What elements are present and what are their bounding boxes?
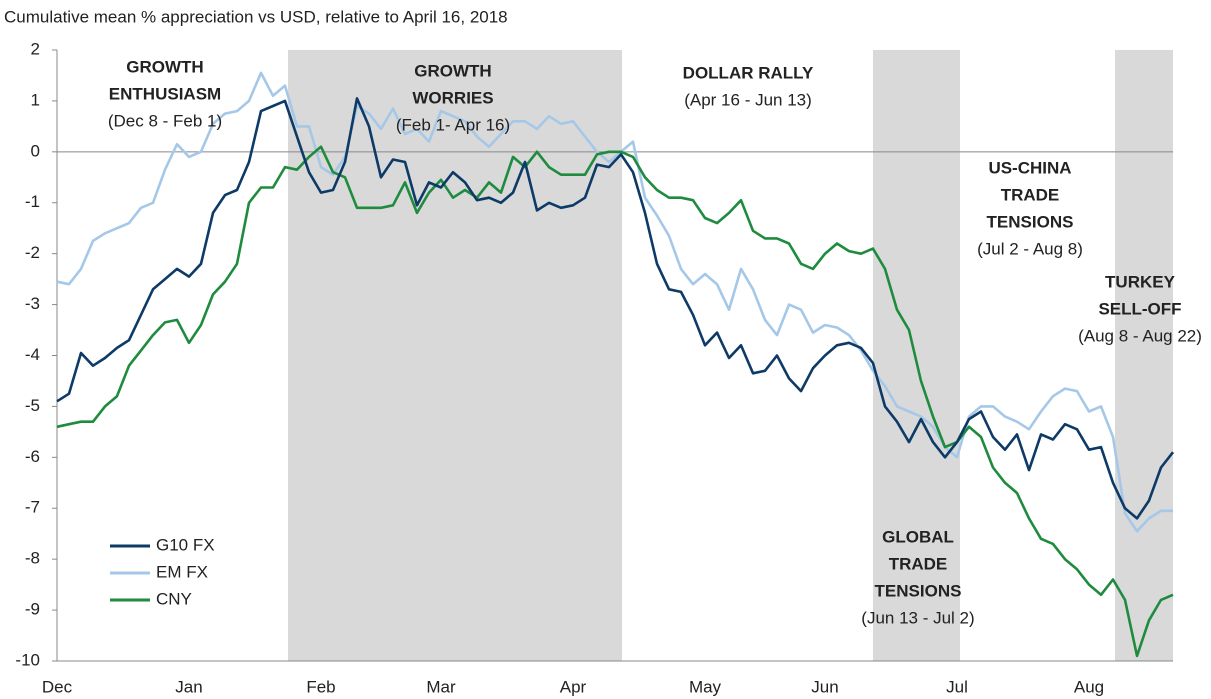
shaded-period [1115,50,1173,661]
x-tick-label: Dec [42,677,73,696]
x-tick-label: Aug [1074,677,1104,696]
x-tick-label: Mar [426,677,456,696]
annotation-heading: WORRIES [412,88,493,107]
y-tick-label: -6 [25,447,40,466]
y-tick-label: -7 [25,498,40,517]
y-tick-label: 1 [31,90,40,109]
legend-label: EM FX [156,562,208,581]
chart-title: Cumulative mean % appreciation vs USD, r… [4,7,508,26]
annotation-heading: TENSIONS [987,212,1074,231]
annotation-heading: TRADE [1001,185,1060,204]
annotation-heading: US-CHINA [988,158,1071,177]
annotation-heading: GLOBAL [882,527,954,546]
annotation-dates: (Jul 2 - Aug 8) [977,239,1083,258]
x-tick-label: Feb [306,677,335,696]
y-tick-label: -1 [25,192,40,211]
annotation-heading: TENSIONS [875,581,962,600]
y-tick-label: -8 [25,549,40,568]
y-tick-label: -9 [25,600,40,619]
annotation-heading: GROWTH [414,61,491,80]
shaded-period [288,50,622,661]
y-tick-label: -2 [25,243,40,262]
annotation-dates: (Apr 16 - Jun 13) [684,90,812,109]
y-tick-label: 2 [31,39,40,58]
annotation-dates: (Aug 8 - Aug 22) [1078,326,1202,345]
annotation-heading: TURKEY [1105,272,1176,291]
annotation-heading: ENTHUSIASM [109,84,221,103]
series-line [56,97,1175,520]
x-tick-label: Jan [175,677,202,696]
annotation-dates: (Dec 8 - Feb 1) [108,111,222,130]
y-tick-label: -3 [25,294,40,313]
x-tick-label: May [689,677,722,696]
series-line [56,145,1174,658]
y-tick-label: 0 [31,141,40,160]
x-tick-label: Jul [946,677,968,696]
annotation-heading: SELL-OFF [1098,299,1181,318]
annotation-dates: (Jun 13 - Jul 2) [861,608,974,627]
series-line [56,71,1173,533]
x-tick-label: Jun [811,677,838,696]
annotation-heading: TRADE [889,554,948,573]
x-tick-label: Apr [560,677,587,696]
annotation-dates: (Feb 1- Apr 16) [396,115,510,134]
y-tick-label: -5 [25,396,40,415]
annotation-heading: GROWTH [126,57,203,76]
y-tick-label: -10 [15,650,40,669]
annotation-heading: DOLLAR RALLY [683,63,814,82]
legend-label: CNY [156,589,192,608]
legend-label: G10 FX [156,535,215,554]
y-tick-label: -4 [25,345,40,364]
